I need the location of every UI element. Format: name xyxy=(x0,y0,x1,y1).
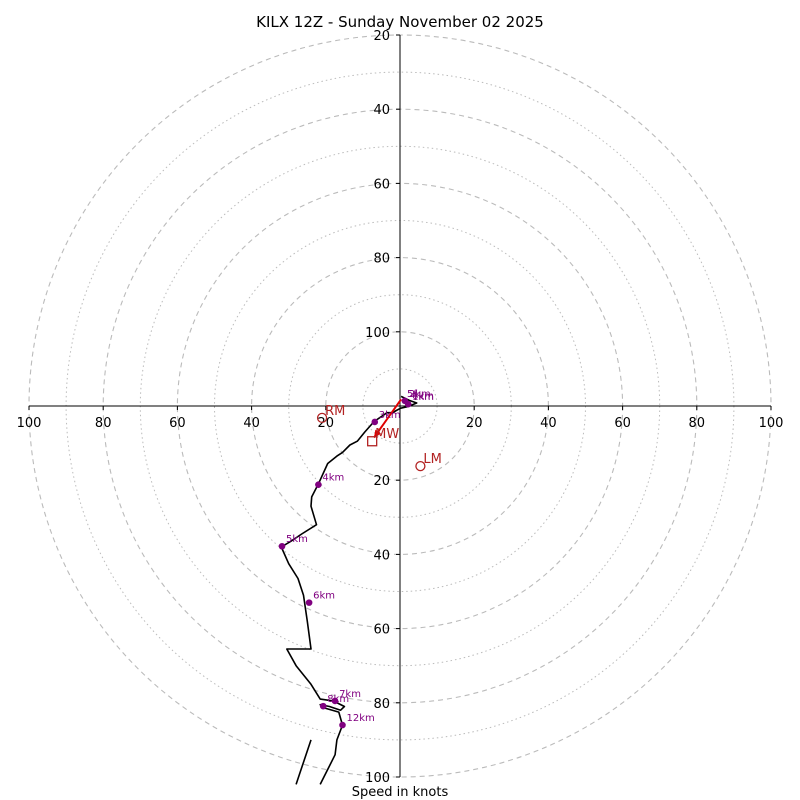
chart-title: KILX 12Z - Sunday November 02 2025 xyxy=(256,13,544,31)
wind-trace xyxy=(280,395,418,785)
height-marker-4km xyxy=(315,481,322,488)
storm-motion-markers: RM LM MW xyxy=(316,404,442,472)
mean-wind-vector xyxy=(373,398,402,439)
x-tick-label: 100 xyxy=(759,416,784,431)
height-marker-7km xyxy=(331,697,339,705)
height-label-6km: 6km xyxy=(313,591,335,602)
mean-wind-vector-line xyxy=(373,398,402,439)
storm-marker-MW xyxy=(367,436,378,447)
y-tick-label: 100 xyxy=(365,326,390,341)
height-label-1km: 1km xyxy=(412,392,434,403)
x-tick-label: 40 xyxy=(540,416,557,431)
mean-wind-arrowhead xyxy=(374,429,382,438)
storm-label-LM: LM xyxy=(423,452,441,467)
x-tick-label: 100 xyxy=(17,416,42,431)
y-tick-label: 60 xyxy=(373,623,390,638)
wind-trace-line xyxy=(280,395,418,785)
y-tick-label: 40 xyxy=(373,548,390,563)
height-label-12km: 12km xyxy=(346,713,374,724)
wind-trace-upper-branch xyxy=(295,739,312,785)
y-tick-label: 80 xyxy=(373,697,390,712)
height-marker-12km xyxy=(339,721,346,729)
height-marker-8km xyxy=(319,702,327,710)
y-tick-label: 40 xyxy=(373,103,390,118)
height-label-5km: 5km xyxy=(286,534,308,545)
height-label-top-a: 5f xyxy=(407,389,417,400)
x-tick-label: 20 xyxy=(318,416,335,431)
x-tick-label: 80 xyxy=(95,416,112,431)
y-tick-label: 20 xyxy=(373,29,390,44)
axes xyxy=(29,35,771,777)
y-tick-label: 20 xyxy=(373,474,390,489)
height-label-top-b: 6km xyxy=(412,391,434,402)
storm-label-RM: RM xyxy=(325,404,345,419)
height-marker-6km xyxy=(305,599,313,606)
x-axis-label: Speed in knots xyxy=(352,785,449,800)
x-tick-label: 20 xyxy=(466,416,483,431)
y-tick-label: 80 xyxy=(373,252,390,267)
storm-marker-LM xyxy=(415,460,426,472)
storm-label-MW: MW xyxy=(375,427,399,442)
y-tick-label: 60 xyxy=(373,177,390,192)
y-tick-label: 100 xyxy=(365,771,390,786)
height-marker-2km xyxy=(401,397,409,405)
height-label-2km: 2km xyxy=(409,389,431,400)
height-label-8km: 8km xyxy=(327,694,349,705)
storm-marker-RM xyxy=(316,412,328,424)
height-label-3km: 3km xyxy=(379,410,401,421)
x-tick-label: 60 xyxy=(614,416,631,431)
x-tick-label: 80 xyxy=(689,416,706,431)
tick-labels: 100 20 80 40 60 60 40 80 20 100 20 20 40 40 60 60 80 80 10… xyxy=(17,29,784,786)
height-marker-3km xyxy=(371,418,379,426)
x-tick-label: 40 xyxy=(243,416,260,431)
x-tick-label: 60 xyxy=(169,416,186,431)
height-label-7km: 7km xyxy=(339,689,361,700)
height-label-4km: 4km xyxy=(322,473,344,484)
height-marker-5km xyxy=(278,542,286,550)
